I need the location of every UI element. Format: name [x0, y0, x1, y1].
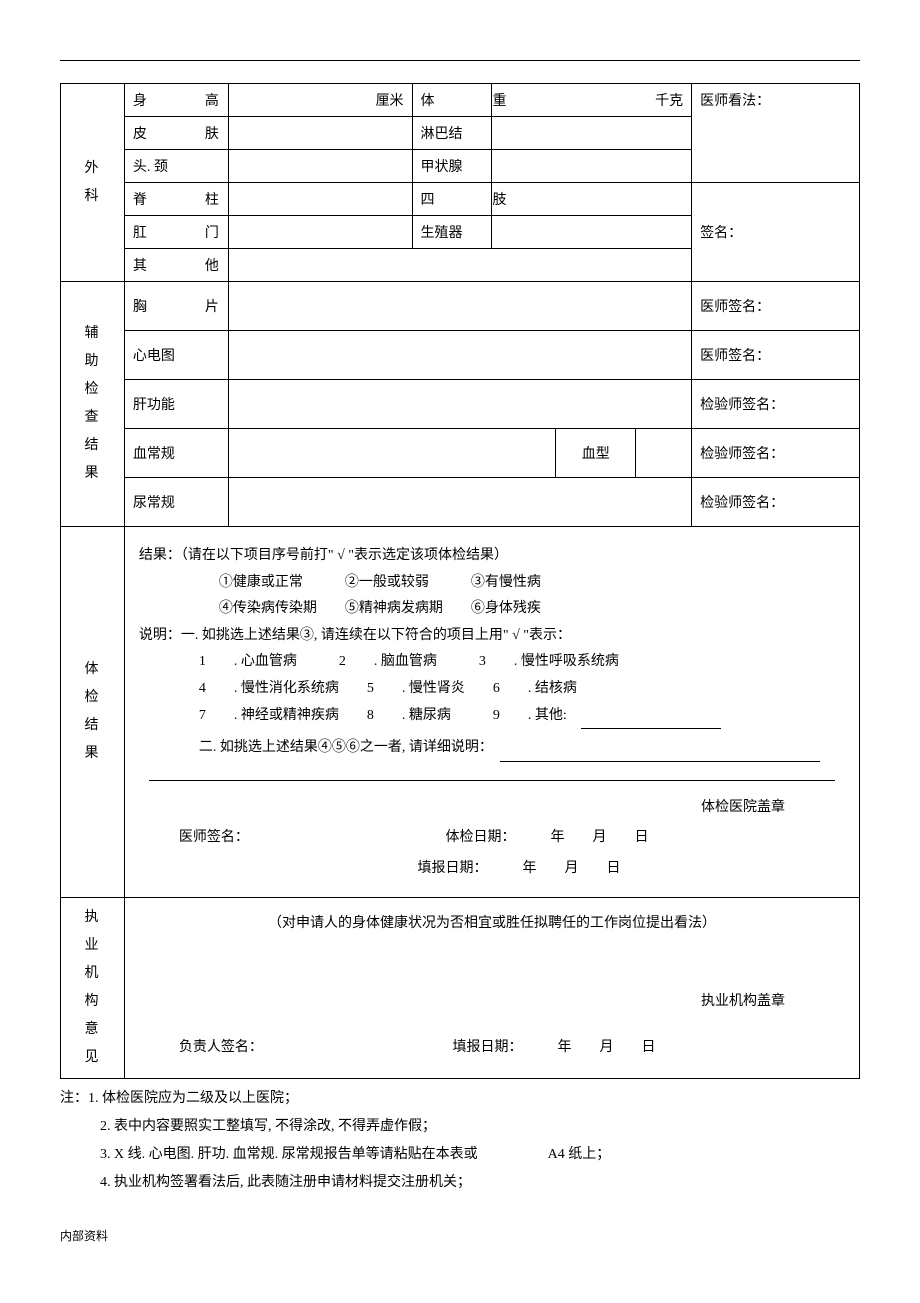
field-skin-value — [228, 117, 412, 150]
result-content: 结果：（请在以下项目序号前打" √ "表示选定该项体检结果） ①健康或正常 ②一… — [124, 527, 859, 898]
field-spine-value — [228, 183, 412, 216]
org-sign: 负责人签名： — [139, 1034, 263, 1062]
field-thyroid-label: 甲状腺 — [412, 150, 492, 183]
aux-blood-label: 血常规 — [124, 429, 228, 478]
aux-xray-sign: 医师签名： — [692, 282, 860, 331]
org-report-date: 填报日期： 年 月 日 — [263, 1034, 845, 1062]
field-height-unit: 厘米 — [228, 84, 412, 117]
field-anus-value — [228, 216, 412, 249]
surgery-doctor-opinion: 医师看法： — [692, 84, 860, 183]
result-longline — [149, 780, 835, 781]
result-explain-2: 二. 如挑选上述结果④⑤⑥之一者, 请详细说明： — [139, 735, 845, 762]
result-options-2: ④传染病传染期 ⑤精神病发病期 ⑥身体残疾 — [139, 596, 845, 623]
result-explain-1: 说明：一. 如挑选上述结果③, 请连续在以下符合的项目上用" √ "表示： — [139, 623, 845, 650]
aux-urine-sign: 检验师签名： — [692, 478, 860, 527]
section-surgery: 外科 — [61, 84, 125, 282]
aux-bloodtype-value — [636, 429, 692, 478]
aux-ecg-value — [228, 331, 691, 380]
field-anus-label: 肛 门 — [124, 216, 228, 249]
aux-urine-value — [228, 478, 691, 527]
result-stamp: 体检医院盖章 — [139, 795, 845, 822]
field-genital-label: 生殖器 — [412, 216, 492, 249]
aux-blood-value — [228, 429, 556, 478]
aux-xray-label: 胸 片 — [124, 282, 228, 331]
result-diseases-2: 4 . 慢性消化系统病 5 . 慢性肾炎 6 . 结核病 — [139, 676, 845, 703]
org-stamp: 执业机构盖章 — [139, 988, 845, 1016]
aux-urine-label: 尿常规 — [124, 478, 228, 527]
aux-liver-label: 肝功能 — [124, 380, 228, 429]
field-thyroid-value — [492, 150, 692, 183]
field-lymph-value — [492, 117, 692, 150]
result-report-date: 填报日期： 年 月 日 — [193, 856, 845, 883]
result-intro: 结果：（请在以下项目序号前打" √ "表示选定该项体检结果） — [139, 543, 845, 570]
section-aux: 辅助检查结果 — [61, 282, 125, 527]
field-skin-label: 皮 肤 — [124, 117, 228, 150]
field-spine-label: 脊 柱 — [124, 183, 228, 216]
org-desc: （对申请人的身体健康状况为否相宜或胜任拟聘任的工作岗位提出看法） — [139, 910, 845, 938]
org-content: （对申请人的身体健康状况为否相宜或胜任拟聘任的工作岗位提出看法） 执业机构盖章 … — [124, 897, 859, 1078]
field-other-label: 其 他 — [124, 249, 228, 282]
result-exam-date: 体检日期： 年 月 日 — [249, 825, 845, 852]
aux-liver-sign: 检验师签名： — [692, 380, 860, 429]
form-table: 外科 身 高 厘米 体 重 千克 医师看法： 皮 肤 淋巴结 头. 颈 甲状腺 … — [60, 83, 860, 1079]
field-headneck-value — [228, 150, 412, 183]
result-diseases-3: 7 . 神经或精神疾病 8 . 糖尿病 9 . 其他: — [139, 703, 845, 730]
section-org: 执业机构意见 — [61, 897, 125, 1078]
aux-xray-value — [228, 282, 691, 331]
field-limbs-label: 四 肢 — [412, 183, 492, 216]
footer-text: 内部资料 — [60, 1227, 860, 1244]
aux-liver-value — [228, 380, 691, 429]
notes: 注：1. 体检医院应为二级及以上医院； 2. 表中内容要照实工整填写, 不得涂改… — [60, 1085, 860, 1197]
result-options-1: ①健康或正常 ②一般或较弱 ③有慢性病 — [139, 570, 845, 597]
aux-blood-sign: 检验师签名： — [692, 429, 860, 478]
aux-ecg-sign: 医师签名： — [692, 331, 860, 380]
field-headneck-label: 头. 颈 — [124, 150, 228, 183]
field-genital-value — [492, 216, 692, 249]
field-other-value — [228, 249, 691, 282]
surgery-sign: 签名： — [692, 183, 860, 282]
field-height-label: 身 高 — [124, 84, 228, 117]
result-doctor-sign: 医师签名： — [139, 825, 249, 852]
result-diseases-1: 1 . 心血管病 2 . 脑血管病 3 . 慢性呼吸系统病 — [139, 649, 845, 676]
field-lymph-label: 淋巴结 — [412, 117, 492, 150]
aux-ecg-label: 心电图 — [124, 331, 228, 380]
top-rule — [60, 60, 860, 61]
section-result: 体检结果 — [61, 527, 125, 898]
aux-bloodtype-label: 血型 — [556, 429, 636, 478]
field-weight-label: 体 重 — [412, 84, 492, 117]
